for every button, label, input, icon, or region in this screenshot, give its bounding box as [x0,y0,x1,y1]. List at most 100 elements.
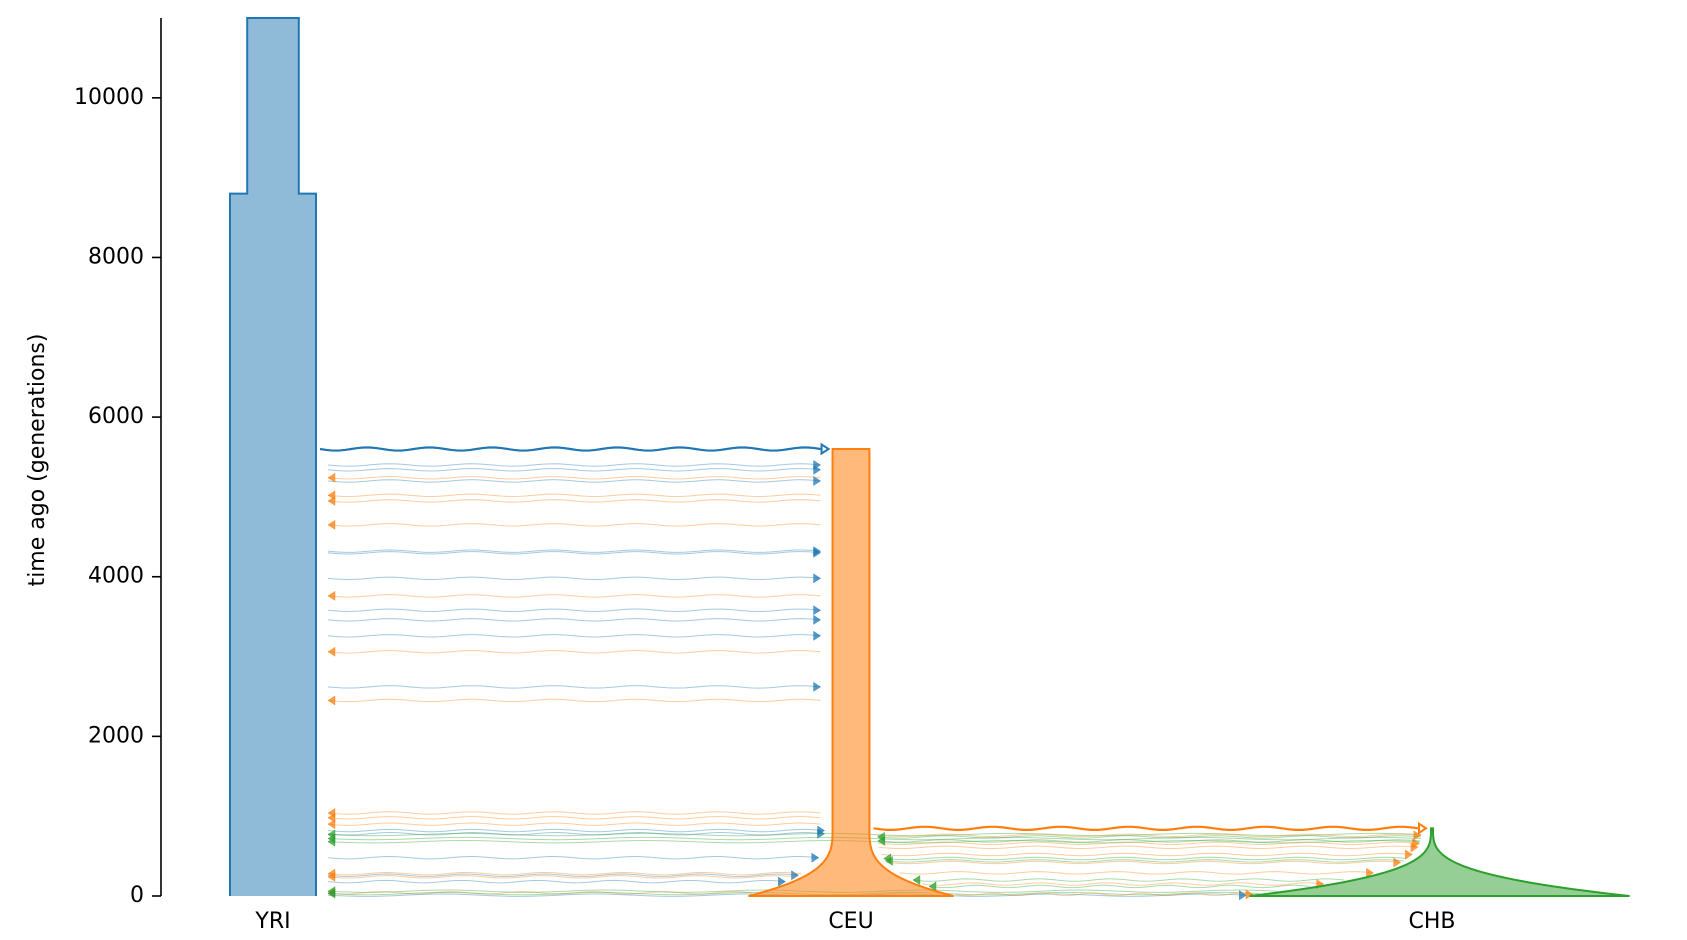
split-line-ceu-chb [873,825,1419,831]
migration-line-ceu-chb [878,841,1420,846]
migration-line-ceu-chb [877,833,1421,838]
y-tick-label: 8000 [88,244,144,269]
migration-arrow [327,871,336,882]
migration-line-chb-yri [327,832,1421,837]
migration-arrow [327,819,336,830]
migration-line-yri-ceu [327,828,825,833]
migration-line-ceu-yri [327,523,821,527]
migration-line-ceu-yri [327,822,821,826]
migration-arrow [811,852,820,863]
migration-line-yri-ceu [327,832,825,836]
migration-arrow [327,646,336,657]
migration-line-ceu-yri [327,650,821,654]
chb-population-shape [1249,827,1630,897]
migration-line-ceu-yri [327,816,821,820]
y-tick-label: 4000 [88,564,144,589]
population-label-chb: CHB [1409,909,1456,934]
split-arrow [820,442,831,456]
migration-line-yri-ceu [327,463,821,467]
migration-layer [327,459,1422,901]
migration-arrow [877,835,886,846]
migration-line-ceu-chb [886,860,1401,865]
migration-arrow [813,547,822,558]
migration-arrow [327,495,336,506]
migration-line-yri-ceu [327,576,821,581]
migration-line-yri-ceu [327,608,821,612]
migration-arrow [327,472,336,483]
migration-line-chb-ceu [877,839,1421,843]
migration-line-ceu-chb [899,871,1374,875]
migration-arrow [1410,842,1419,853]
migration-arrow [1366,867,1374,878]
migration-arrow [813,573,822,584]
migration-line-ceu-yri [327,499,821,503]
migration-arrow [327,888,336,899]
migration-line-ceu-chb [878,845,1418,850]
migration-line-yri-ceu [327,551,821,555]
migration-line-ceu-yri [327,698,821,703]
migration-arrow [813,605,822,616]
y-tick-label: 2000 [88,723,144,748]
migration-line-chb-yri [327,840,1421,844]
population-label-ceu: CEU [828,909,873,934]
migration-line-yri-ceu [327,618,821,622]
migration-line-yri-ceu [327,479,821,483]
migration-arrow [327,695,336,706]
migration-line-yri-ceu [327,549,821,553]
migration-arrow [813,681,822,692]
migration-arrow [1405,849,1413,860]
split-arrow [1418,821,1428,835]
y-axis-title: time ago (generations) [25,334,50,587]
migration-line-yri-ceu [327,873,799,877]
migration-arrow [327,590,336,601]
population-labels: YRI CEU CHB [254,909,1455,934]
migration-line-ceu-chb [955,892,1253,897]
migration-line-yri-ceu [327,468,821,472]
migration-line-ceu-chb [881,852,1413,857]
migration-line-yri-ceu [327,879,786,884]
split-layer [319,442,1428,835]
population-label-yri: YRI [254,909,290,934]
migration-arrow [813,630,822,641]
migration-arrow [791,870,799,881]
migration-line-chb-ceu [885,859,1404,863]
migration-line-ceu-chb [922,882,1324,886]
migration-line-ceu-yri [327,493,821,498]
migration-line-ceu-yri [327,871,802,876]
migration-line-yri-ceu [327,685,821,689]
ceu-population-shape [748,448,954,897]
migration-line-chb-yri [327,836,1421,841]
migration-line-ceu-yri [327,811,821,815]
migration-line-chb-ceu [912,878,1345,882]
y-tick-label: 0 [130,883,144,908]
migration-arrow [817,828,825,839]
migration-arrow [885,855,893,866]
migration-arrow [327,519,336,530]
migration-line-chb-ceu [883,856,1408,861]
migration-line-ceu-yri [327,594,821,598]
yri-population-outline [229,17,317,896]
migration-line-chb-ceu [877,835,1421,839]
migration-arrow [928,881,937,892]
y-tick-label: 10000 [74,85,144,110]
migration-line-ceu-yri [327,476,821,480]
migration-arrow [813,475,822,486]
migration-line-yri-ceu [327,855,819,860]
migration-arrow [327,812,336,823]
migration-line-ceu-yri [327,891,753,895]
migration-arrow [1245,889,1254,900]
migration-arrow [327,836,336,847]
y-axis: 0 2000 4000 6000 8000 10000 [74,18,162,908]
migration-arrow [912,875,921,886]
migration-arrow [1413,830,1422,841]
split-line-yri-ceu [319,446,821,452]
migration-line-yri-ceu [327,634,821,638]
migration-arrow [813,614,822,625]
migration-arrow [778,876,786,887]
yri-population-shape [230,18,316,896]
y-tick-label: 6000 [88,404,144,429]
migration-line-ceu-yri [327,875,796,879]
population-layer [229,17,1630,897]
migration-arrow [1239,890,1247,901]
migration-line-chb-ceu [928,884,1310,889]
